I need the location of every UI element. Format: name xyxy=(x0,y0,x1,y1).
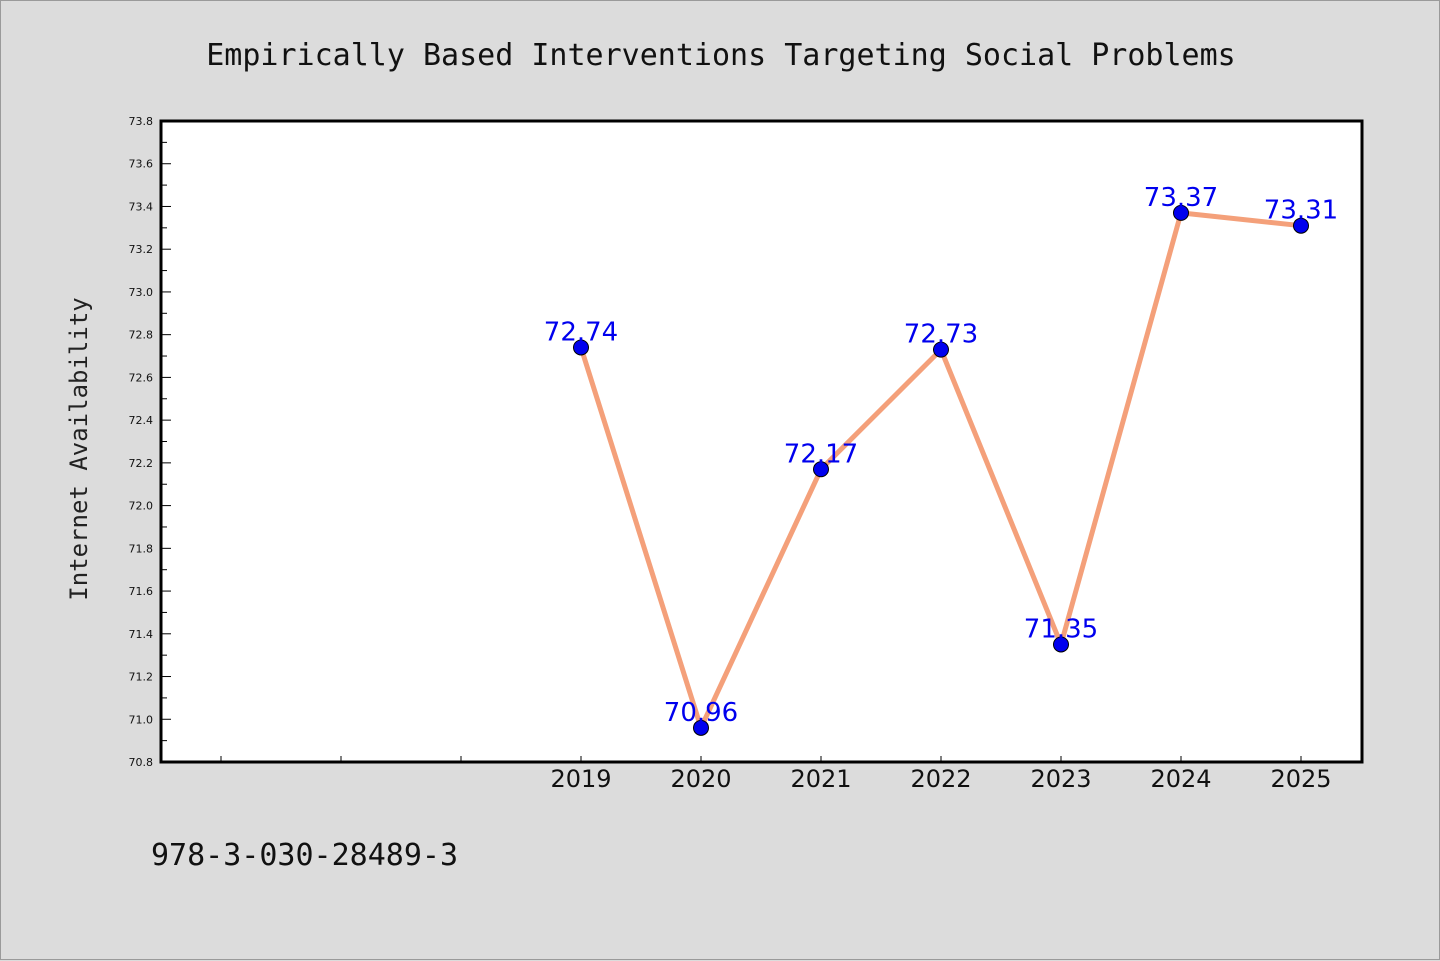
data-point-marker xyxy=(1053,636,1069,653)
y-tick-label: 73.2 xyxy=(129,243,154,256)
y-tick-label: 71.4 xyxy=(129,628,154,641)
data-point-label: 71.35 xyxy=(1024,614,1098,644)
y-tick-label: 72.0 xyxy=(129,500,154,513)
series-layer: 72.74 70.96 72.17 72.73 71.35 73.37 73.31 xyxy=(544,183,1338,736)
y-tick-label: 71.8 xyxy=(129,542,154,555)
y-tick-label: 72.6 xyxy=(129,371,154,384)
y-tick-label: 72.4 xyxy=(129,414,154,427)
data-point-label: 73.37 xyxy=(1144,183,1218,213)
x-tick-label: 2019 xyxy=(550,765,611,793)
y-tick-label: 71.6 xyxy=(129,585,154,598)
x-tick-label: 2024 xyxy=(1150,765,1211,793)
plot-area xyxy=(159,119,1364,764)
axis-ticks: 70.8 71.0 71.2 71.4 71.6 71.8 72.0 72.2 72.4 72.6… xyxy=(129,115,1332,793)
data-point-label: 72.73 xyxy=(904,320,978,350)
data-point-label: 72.17 xyxy=(784,439,858,469)
y-tick-label: 73.4 xyxy=(129,200,154,213)
y-tick-label: 70.8 xyxy=(129,756,154,769)
data-point-marker xyxy=(933,341,949,358)
y-tick-label: 72.2 xyxy=(129,457,154,470)
x-tick-label: 2022 xyxy=(910,765,971,793)
data-point-marker xyxy=(1293,217,1309,234)
y-tick-label: 73.0 xyxy=(129,286,154,299)
y-tick-label: 71.0 xyxy=(129,713,154,726)
chart-title: Empirically Based Interventions Targetin… xyxy=(206,38,1236,73)
data-point-label: 73.31 xyxy=(1264,196,1338,226)
data-point-marker xyxy=(573,339,589,356)
x-tick-label: 2021 xyxy=(790,765,851,793)
y-axis-label: Internet Availability xyxy=(65,297,93,600)
x-tick-label: 2025 xyxy=(1270,765,1331,793)
data-point-label: 70.96 xyxy=(664,698,738,728)
y-tick-label: 73.8 xyxy=(129,115,154,128)
x-tick-label: 2023 xyxy=(1030,765,1091,793)
isbn-footnote: 978-3-030-28489-3 xyxy=(151,838,458,873)
x-tick-label: 2020 xyxy=(670,765,731,793)
data-point-marker xyxy=(813,461,829,478)
data-point-marker xyxy=(1173,204,1189,221)
y-tick-label: 73.6 xyxy=(129,158,154,171)
y-tick-label: 71.2 xyxy=(129,671,154,684)
data-point-marker xyxy=(693,719,709,736)
data-point-label: 72.74 xyxy=(544,317,618,347)
y-tick-label: 72.8 xyxy=(129,329,154,342)
